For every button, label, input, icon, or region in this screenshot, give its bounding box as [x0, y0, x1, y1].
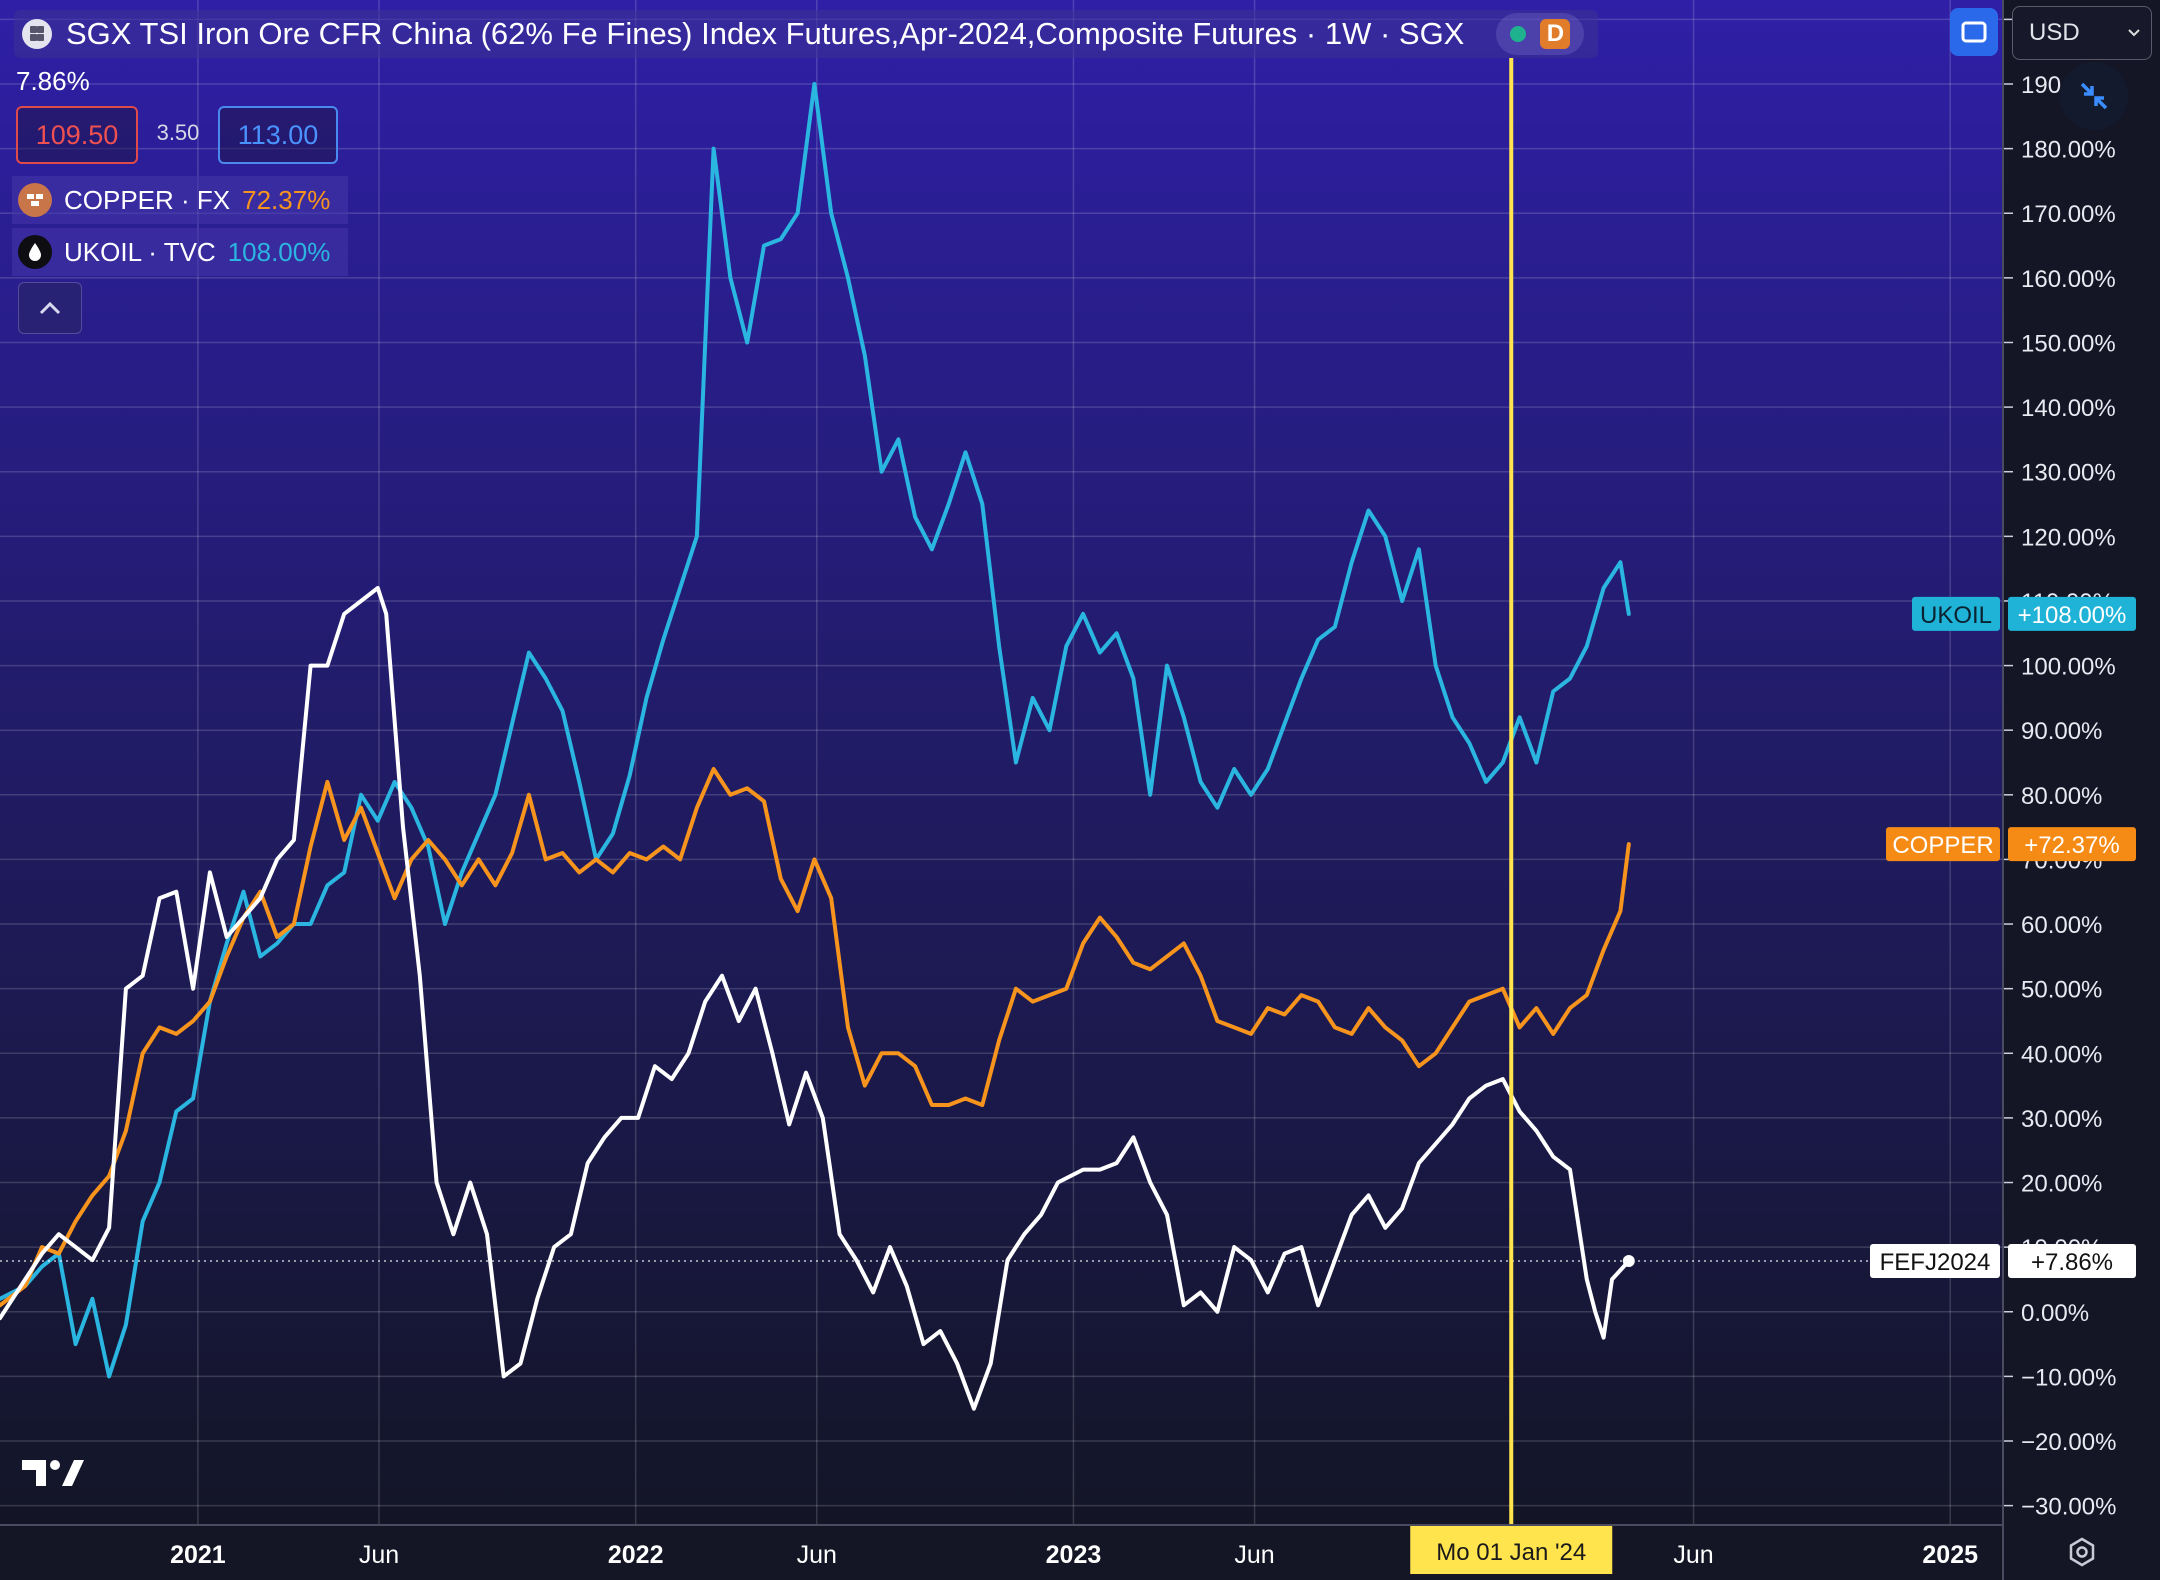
ask-price[interactable]: 113.00	[218, 106, 338, 164]
exit-fullscreen-button[interactable]	[2060, 62, 2128, 130]
fullscreen-button[interactable]	[1950, 8, 1998, 56]
x-tick-label: Jun	[1234, 1541, 1274, 1569]
bid-price[interactable]: 109.50	[16, 106, 138, 164]
series-name-tag-ukoil	[1912, 596, 2000, 631]
y-tick-label: 130.00%	[2021, 460, 2116, 487]
series-line-copper	[0, 767, 1631, 1308]
chevron-up-icon	[39, 301, 61, 315]
y-tick-label: 150.00%	[2021, 330, 2116, 357]
x-tick-label: 2025	[1922, 1541, 1978, 1569]
series-line-fefj2024	[0, 586, 1631, 1411]
y-tick-label: 90.00%	[2021, 718, 2102, 745]
oil-drop-icon	[18, 235, 52, 269]
shrink-arrows-icon	[2080, 82, 2108, 110]
x-tick-label: 2023	[1046, 1541, 1102, 1569]
screen-icon	[1961, 21, 1987, 43]
tradingview-logo-icon	[22, 1460, 84, 1486]
x-tick-label: Jun	[1673, 1541, 1713, 1569]
market-status-pill[interactable]: D	[1496, 13, 1585, 55]
x-tick-label: Jun	[797, 1541, 837, 1569]
y-tick-label: 80.00%	[2021, 783, 2102, 810]
delayed-badge: D	[1540, 19, 1571, 49]
y-tick-label: 170.00%	[2021, 201, 2116, 228]
last-price-marker	[1622, 1254, 1635, 1267]
y-tick-label: 140.00%	[2021, 395, 2116, 422]
y-tick-label: −10.00%	[2021, 1364, 2116, 1391]
crosshair-date-box	[1410, 1526, 1613, 1574]
y-tick-label: 60.00%	[2021, 912, 2102, 939]
series-name-tag-label: UKOIL	[1920, 602, 1992, 629]
spread-value: 3.50	[156, 120, 200, 145]
x-tick-label: 2022	[608, 1541, 664, 1569]
series-line-ukoil	[0, 82, 1631, 1379]
symbol-title[interactable]: SGX TSI Iron Ore CFR China (62% Fe Fines…	[66, 16, 1465, 51]
time-scale-background	[0, 1525, 2003, 1580]
settings-gear-icon	[2069, 1537, 2095, 1567]
y-tick-label: 40.00%	[2021, 1041, 2102, 1068]
market-open-dot-icon	[1510, 26, 1527, 42]
main-change-percent: 7.86%	[16, 66, 90, 96]
legend-value-copper: 72.37%	[242, 184, 331, 215]
crosshair-date-label: Mo 01 Jan '24	[1436, 1539, 1586, 1566]
chevron-down-icon	[2128, 29, 2140, 37]
y-tick-label: 100.00%	[2021, 654, 2116, 681]
price-scale-background	[2003, 0, 2160, 1580]
series-name-tag-label: FEFJ2024	[1880, 1249, 1991, 1276]
series-value-tag-label: +7.86%	[2031, 1249, 2113, 1276]
series-value-tag-label: +72.37%	[2024, 832, 2119, 859]
y-tick-label: −30.00%	[2021, 1494, 2116, 1521]
series-name-tag-fefj2024	[1870, 1243, 2000, 1278]
series-name-tag-copper	[1886, 827, 2000, 862]
copper-icon	[18, 183, 52, 217]
symbol-logo-icon	[22, 19, 52, 49]
collapse-legend-button[interactable]	[18, 282, 82, 334]
symbol-header[interactable]: SGX TSI Iron Ore CFR China (62% Fe Fines…	[14, 10, 1599, 58]
series-value-tag-ukoil	[2008, 596, 2136, 631]
x-tick-label: 2021	[170, 1541, 226, 1569]
series-name-tag-label: COPPER	[1892, 832, 1993, 859]
series-value-tag-label: +108.00%	[2018, 602, 2127, 629]
scale-settings-button[interactable]	[2066, 1536, 2098, 1573]
y-tick-label: 180.00%	[2021, 137, 2116, 164]
series-value-tag-copper	[2008, 827, 2136, 862]
currency-value: USD	[2029, 19, 2080, 46]
series-value-tag-fefj2024	[2008, 1243, 2136, 1278]
currency-select[interactable]: USD	[2012, 6, 2152, 60]
legend-row-copper[interactable]: COPPER · FX 72.37%	[12, 176, 349, 224]
y-tick-label: 30.00%	[2021, 1106, 2102, 1133]
legend-row-ukoil[interactable]: UKOIL · TVC 108.00%	[12, 228, 349, 276]
y-tick-label: 20.00%	[2021, 1171, 2102, 1198]
y-tick-label: −20.00%	[2021, 1429, 2116, 1456]
y-tick-label: 120.00%	[2021, 524, 2116, 551]
tradingview-logo[interactable]	[22, 1458, 84, 1493]
y-tick-label: 0.00%	[2021, 1300, 2089, 1327]
x-tick-label: Jun	[359, 1541, 399, 1569]
legend-name-ukoil: UKOIL · TVC	[64, 236, 216, 267]
y-tick-label: 160.00%	[2021, 266, 2116, 293]
legend-name-copper: COPPER · FX	[64, 184, 231, 215]
y-tick-label: 50.00%	[2021, 977, 2102, 1004]
legend-value-ukoil: 108.00%	[227, 236, 331, 267]
